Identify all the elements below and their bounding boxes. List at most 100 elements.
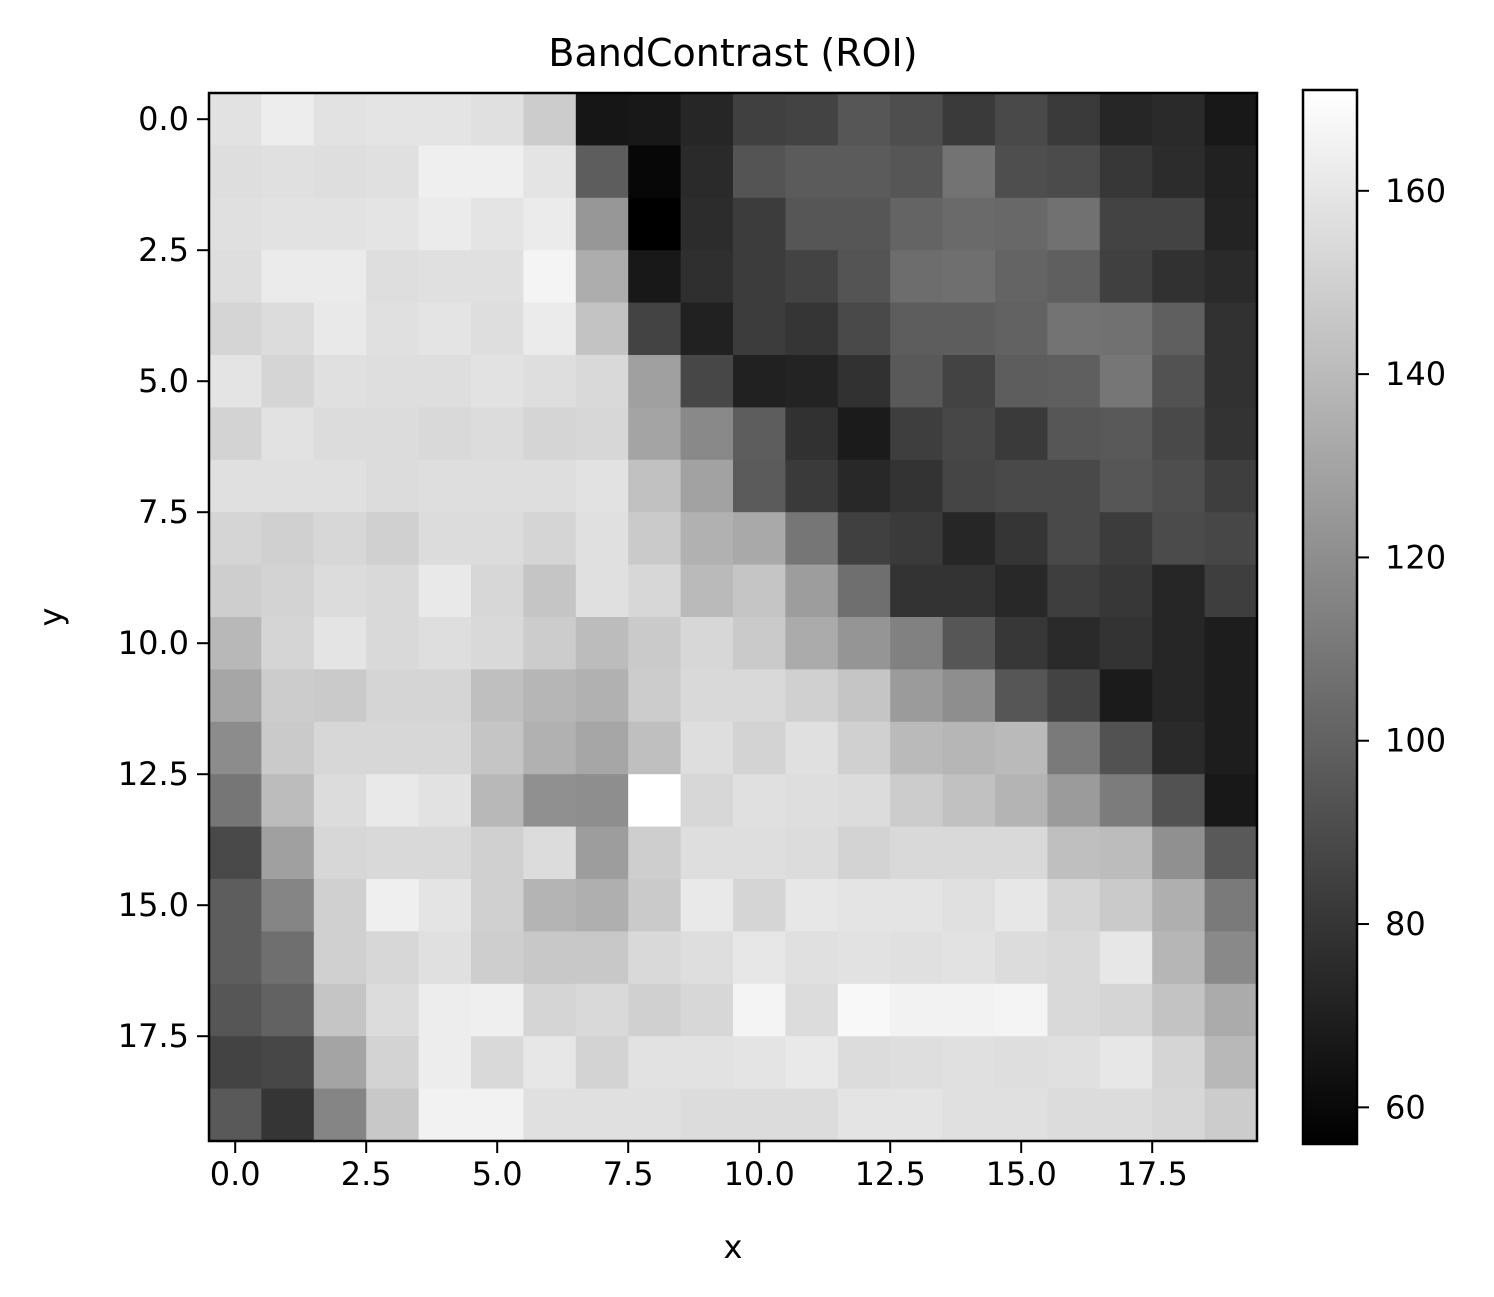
heatmap-cell: [575, 355, 629, 408]
heatmap-cell: [1204, 879, 1258, 932]
heatmap-cell: [942, 512, 996, 566]
heatmap-cell: [942, 302, 996, 356]
heatmap-cell: [261, 774, 315, 828]
heatmap-cell: [1204, 250, 1258, 304]
heatmap-cell: [366, 1036, 420, 1090]
heatmap-cell: [1099, 1036, 1153, 1090]
heatmap-cell: [733, 145, 786, 199]
heatmap-cell: [313, 826, 367, 880]
heatmap-cell: [995, 407, 1048, 461]
heatmap-cell: [995, 93, 1048, 146]
heatmap-cell: [785, 512, 839, 566]
heatmap-cell: [1047, 617, 1101, 670]
heatmap-cell: [628, 250, 682, 304]
heatmap-cell: [890, 250, 944, 304]
heatmap-cell: [523, 93, 577, 146]
heatmap-cell: [209, 669, 262, 723]
heatmap-cell: [1204, 669, 1258, 723]
heatmap-cell: [890, 879, 944, 932]
heatmap-cell: [785, 983, 839, 1037]
heatmap-cell: [1204, 512, 1258, 566]
heatmap-cells: [209, 93, 1258, 1142]
heatmap-cell: [313, 459, 367, 513]
heatmap-cell: [890, 407, 944, 461]
heatmap-cell: [1204, 1036, 1258, 1090]
heatmap-cell: [366, 302, 420, 356]
heatmap-cell: [890, 669, 944, 723]
heatmap-cell: [733, 93, 786, 146]
heatmap-cell: [837, 1036, 891, 1090]
heatmap-cell: [1152, 302, 1206, 356]
heatmap-cell: [785, 564, 839, 618]
heatmap-cell: [995, 250, 1048, 304]
plot-frame: [207, 91, 1259, 1143]
heatmap-cell: [471, 93, 524, 146]
heatmap-cell: [1152, 826, 1206, 880]
heatmap-cell: [313, 931, 367, 985]
heatmap-cell: [575, 1036, 629, 1090]
heatmap-cell: [1204, 407, 1258, 461]
heatmap-cell: [995, 774, 1048, 828]
heatmap-cell: [471, 145, 524, 199]
heatmap-cell: [942, 669, 996, 723]
heatmap-cell: [471, 826, 524, 880]
heatmap-cell: [733, 459, 786, 513]
heatmap-cell: [680, 250, 734, 304]
y-axis-label: y: [32, 608, 70, 627]
heatmap-cell: [523, 721, 577, 775]
heatmap-cell: [313, 1088, 367, 1142]
heatmap-cell: [837, 669, 891, 723]
heatmap-cell: [1204, 302, 1258, 356]
heatmap-cell: [575, 669, 629, 723]
heatmap-cell: [261, 669, 315, 723]
heatmap-cell: [418, 407, 472, 461]
heatmap-cell: [575, 459, 629, 513]
heatmap-cell: [1204, 983, 1258, 1037]
heatmap-cell: [628, 721, 682, 775]
heatmap-cell: [890, 721, 944, 775]
heatmap-cell: [575, 931, 629, 985]
heatmap-cell: [942, 1088, 996, 1142]
heatmap-cell: [471, 197, 524, 251]
heatmap-cell: [1047, 931, 1101, 985]
heatmap-cell: [418, 617, 472, 670]
heatmap-cell: [890, 512, 944, 566]
heatmap-cell: [523, 774, 577, 828]
heatmap-cell: [575, 407, 629, 461]
heatmap-cell: [680, 721, 734, 775]
heatmap-cell: [261, 145, 315, 199]
heatmap-cell: [942, 931, 996, 985]
heatmap-cell: [1152, 1088, 1206, 1142]
heatmap-cell: [680, 407, 734, 461]
heatmap-cell: [523, 564, 577, 618]
heatmap-cell: [523, 302, 577, 356]
heatmap-cell: [680, 459, 734, 513]
heatmap-cell: [1152, 250, 1206, 304]
y-tick-label: 5.0: [138, 362, 189, 400]
heatmap-cell: [523, 407, 577, 461]
heatmap-cell: [733, 302, 786, 356]
x-tick-label: 5.0: [472, 1155, 523, 1193]
heatmap-cell: [1099, 302, 1153, 356]
heatmap-cell: [785, 197, 839, 251]
heatmap-cell: [680, 826, 734, 880]
heatmap-cell: [523, 1088, 577, 1142]
heatmap-cell: [733, 250, 786, 304]
heatmap-cell: [471, 983, 524, 1037]
heatmap-cell: [995, 1036, 1048, 1090]
heatmap-cell: [785, 721, 839, 775]
heatmap-cell: [785, 879, 839, 932]
heatmap-cell: [418, 564, 472, 618]
colorbar: [1301, 88, 1359, 1146]
heatmap-cell: [995, 1088, 1048, 1142]
heatmap-cell: [1204, 459, 1258, 513]
heatmap-cell: [733, 826, 786, 880]
heatmap-cell: [837, 197, 891, 251]
heatmap-cell: [942, 145, 996, 199]
heatmap-cell: [313, 879, 367, 932]
heatmap-cell: [785, 302, 839, 356]
heatmap-cell: [837, 721, 891, 775]
heatmap-cell: [733, 617, 786, 670]
heatmap-cell: [313, 93, 367, 146]
